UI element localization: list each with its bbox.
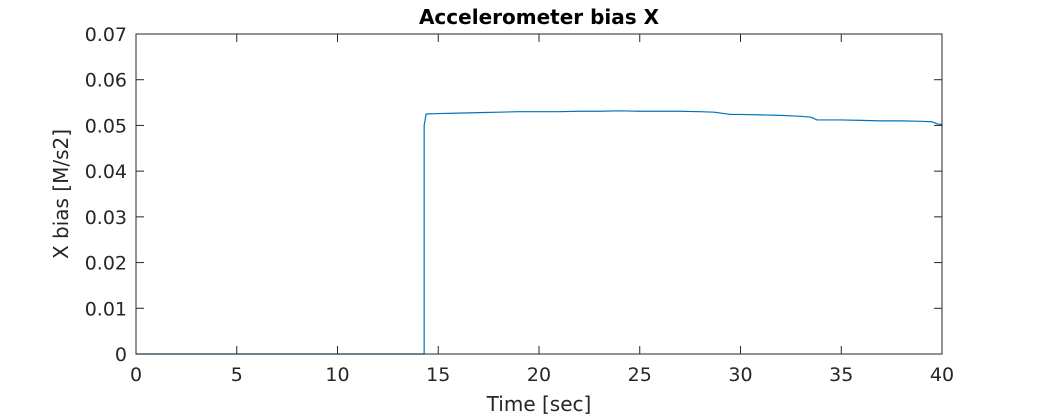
y-tick-label: 0.03 — [85, 207, 127, 229]
x-axis-label: Time [sec] — [486, 392, 592, 416]
x-tick-label: 20 — [527, 364, 551, 386]
x-tick-label: 10 — [325, 364, 349, 386]
y-tick-label: 0.05 — [85, 115, 127, 137]
plot-area — [136, 34, 942, 354]
x-tick-label: 35 — [829, 364, 853, 386]
x-tick-label: 40 — [930, 364, 954, 386]
plot-frame — [135, 33, 943, 355]
x-tick-label: 5 — [231, 364, 243, 386]
x-tick-label: 30 — [728, 364, 752, 386]
x-tick-label: 0 — [130, 364, 142, 386]
series-line — [136, 110, 943, 355]
y-tick-label: 0 — [115, 344, 127, 366]
chart-title: Accelerometer bias X — [419, 5, 660, 29]
y-tick-label: 0.02 — [85, 253, 127, 275]
x-tick-label: 25 — [628, 364, 652, 386]
y-axis-label: X bias [M/s2] — [49, 129, 73, 259]
y-tick-label: 0.01 — [85, 298, 127, 320]
x-tick-label: 15 — [426, 364, 450, 386]
x-axis: 0 5 10 15 20 25 30 35 40 — [130, 34, 954, 386]
y-tick-label: 0.07 — [85, 24, 127, 46]
y-axis: 0 0.01 0.02 0.03 0.04 0.05 0.06 0.07 — [85, 24, 942, 366]
y-tick-label: 0.04 — [85, 161, 127, 183]
series-layer — [136, 110, 943, 355]
y-tick-label: 0.06 — [85, 70, 127, 92]
